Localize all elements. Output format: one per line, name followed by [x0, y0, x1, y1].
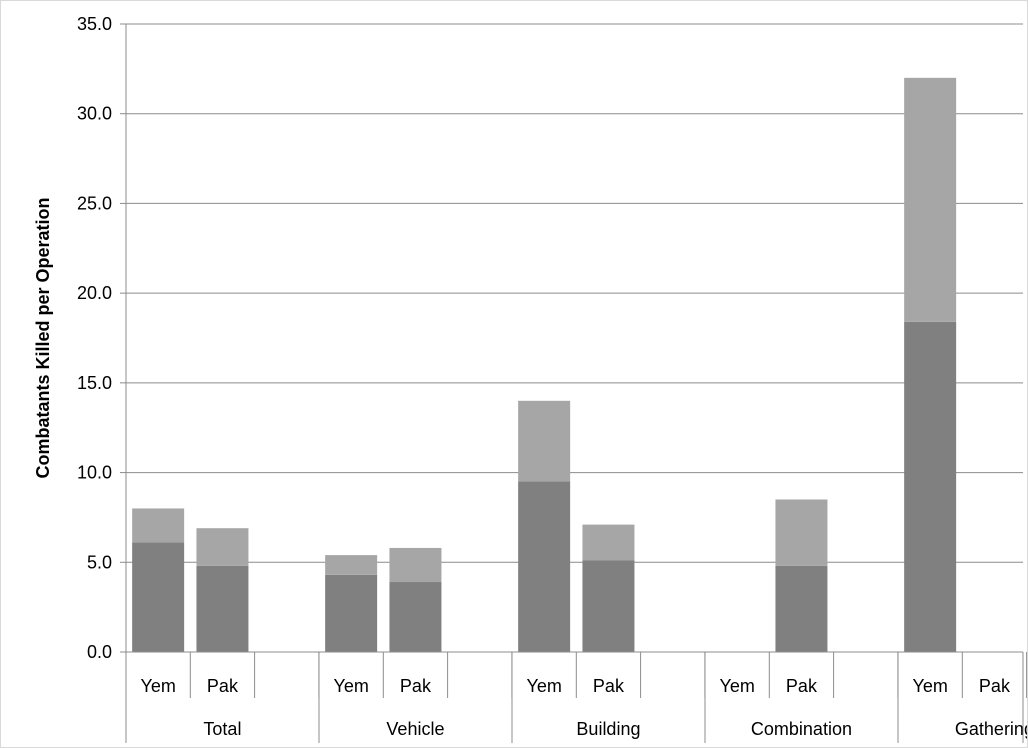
y-axis-title: Combatants Killed per Operation: [33, 197, 53, 478]
subcategory-label: Yem: [140, 676, 175, 696]
subcategory-label: Yem: [333, 676, 368, 696]
bar-vehicle-yem-segment-1: [325, 574, 378, 652]
y-tick-label: 35.0: [77, 14, 112, 34]
group-label: Vehicle: [386, 719, 444, 739]
bar-total-pak-segment-1: [196, 565, 249, 652]
subcategory-label: Pak: [786, 676, 818, 696]
group-label: Gathering: [955, 719, 1027, 739]
bar-gathering-yem-segment-2: [904, 77, 957, 322]
bar-total-pak-segment-2: [196, 528, 249, 566]
bar-building-yem-segment-2: [518, 400, 571, 482]
bar-combination-pak-segment-2: [775, 499, 828, 566]
bar-total-yem-segment-2: [132, 508, 185, 543]
bar-gathering-yem-segment-1: [904, 321, 957, 652]
bar-vehicle-yem-segment-2: [325, 555, 378, 575]
bar-building-yem-segment-1: [518, 481, 571, 652]
y-tick-label: 10.0: [77, 463, 112, 483]
y-tick-label: 0.0: [87, 642, 112, 662]
subcategory-label: Pak: [593, 676, 625, 696]
subcategory-label: Pak: [207, 676, 239, 696]
bar-vehicle-pak-segment-1: [389, 582, 442, 652]
y-tick-label: 5.0: [87, 552, 112, 572]
bar-building-pak-segment-1: [582, 560, 635, 652]
bar-combination-pak-segment-1: [775, 565, 828, 652]
y-tick-label: 15.0: [77, 373, 112, 393]
y-tick-label: 20.0: [77, 283, 112, 303]
subcategory-label: Pak: [400, 676, 432, 696]
bar-building-pak-segment-2: [582, 524, 635, 561]
group-label: Building: [576, 719, 640, 739]
subcategory-label: Pak: [979, 676, 1011, 696]
subcategory-label: Yem: [719, 676, 754, 696]
y-tick-label: 30.0: [77, 104, 112, 124]
subcategory-label: Yem: [912, 676, 947, 696]
group-label: Total: [203, 719, 241, 739]
subcategory-label: Yem: [526, 676, 561, 696]
bar-total-yem-segment-1: [132, 542, 185, 652]
group-label: Combination: [751, 719, 852, 739]
bar-vehicle-pak-segment-2: [389, 547, 442, 583]
y-tick-label: 25.0: [77, 193, 112, 213]
